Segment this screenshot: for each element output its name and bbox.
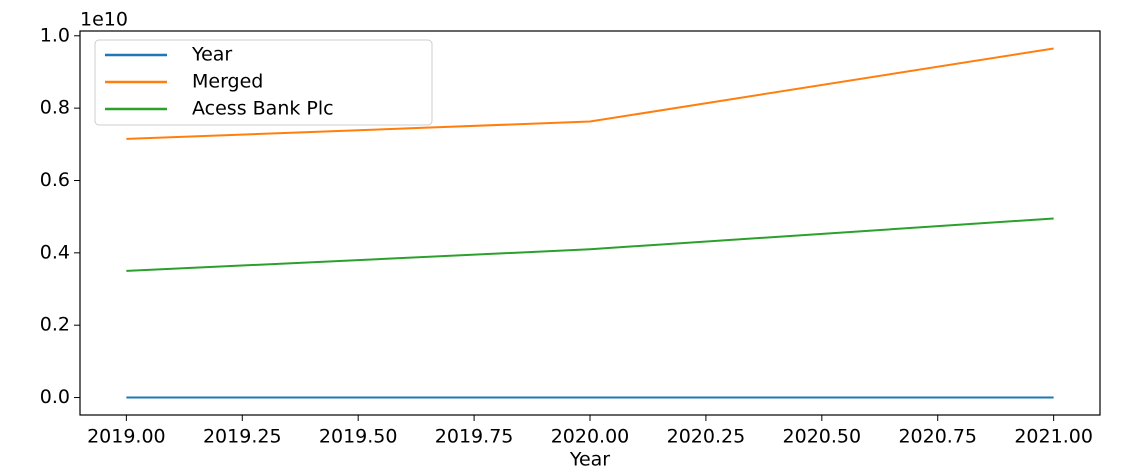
x-axis-label: Year: [569, 449, 610, 470]
y-tick-label: 0.6: [40, 169, 70, 191]
x-tick-label: 2021.00: [1014, 426, 1093, 448]
y-tick-label: 0.2: [40, 314, 70, 336]
x-tick-label: 2019.75: [435, 426, 514, 448]
legend-label: Merged: [192, 71, 263, 93]
y-offset-label: 1e10: [80, 9, 128, 31]
legend-label: Year: [191, 44, 232, 66]
x-tick-label: 2020.75: [898, 426, 977, 448]
x-tick-label: 2020.00: [551, 426, 630, 448]
y-tick-label: 0.8: [40, 97, 70, 119]
x-tick-label: 2019.50: [319, 426, 398, 448]
plot-frame: [79, 30, 1101, 416]
line: [126, 217, 1054, 272]
line: [126, 47, 1054, 140]
x-tick-label: 2020.25: [667, 426, 746, 448]
x-tick-label: 2020.50: [783, 426, 862, 448]
legend-box: [94, 39, 433, 126]
y-tick-label: 0.4: [40, 241, 70, 263]
x-tick-label: 2019.25: [203, 426, 282, 448]
y-tick-label: 0.0: [40, 386, 70, 408]
legend-label: Acess Bank Plc: [192, 98, 334, 120]
x-tick-label: 2019.00: [87, 426, 166, 448]
y-tick-label: 1.0: [40, 24, 70, 46]
